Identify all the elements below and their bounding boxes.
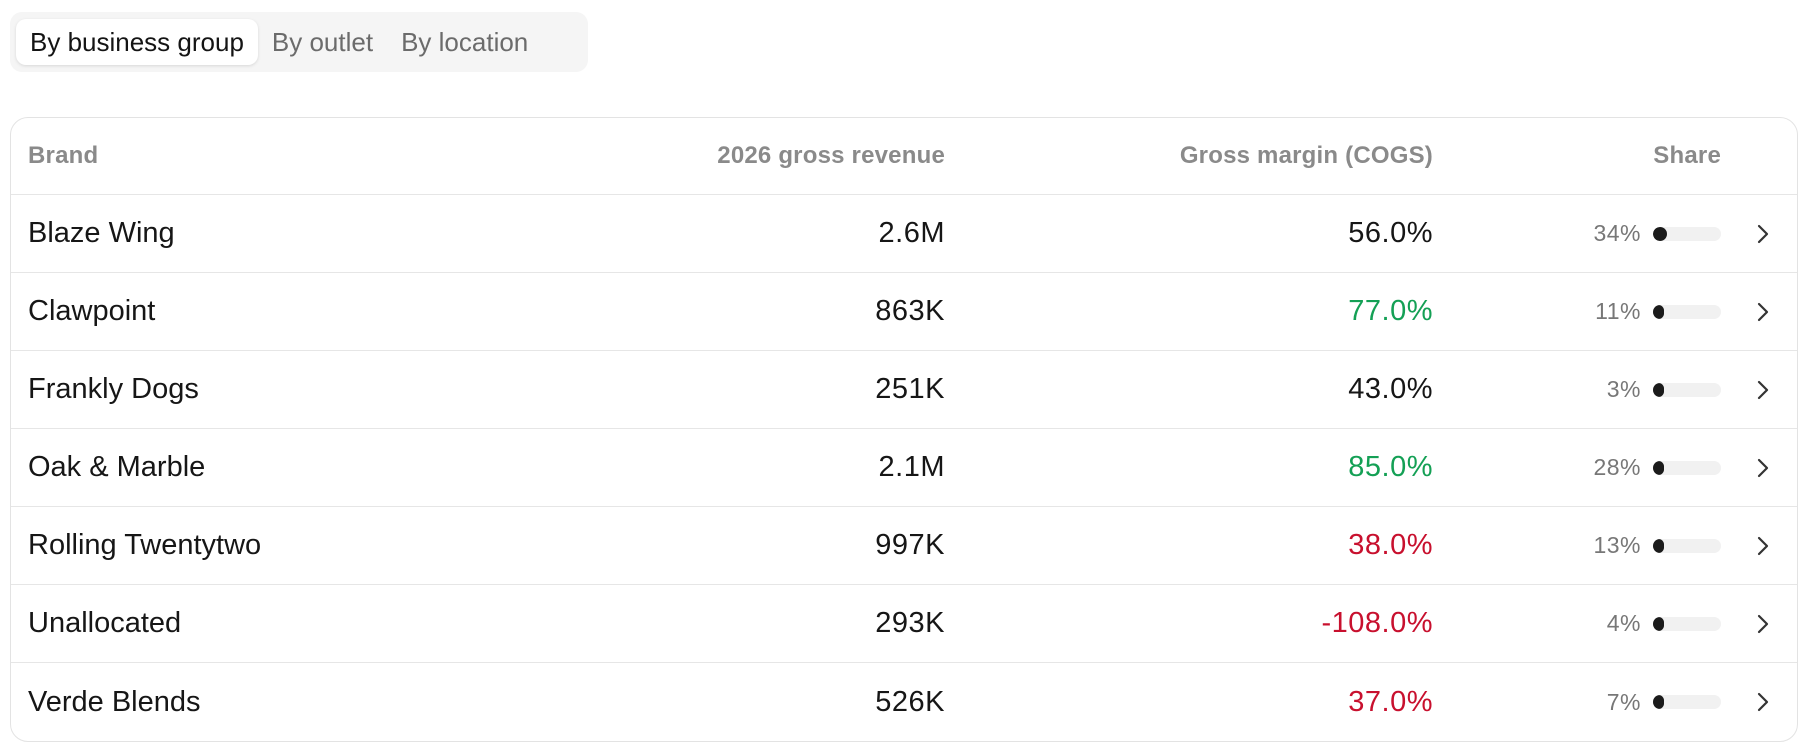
header-brand[interactable]: Brand	[28, 142, 99, 169]
share-bar	[1653, 226, 1721, 241]
gross-revenue: 863K	[875, 295, 945, 327]
gross-revenue: 251K	[875, 373, 945, 405]
header-revenue[interactable]: 2026 gross revenue	[717, 142, 945, 169]
share-bar-fill	[1653, 382, 1664, 397]
chevron-right-icon[interactable]	[1743, 507, 1783, 584]
tab-by-location[interactable]: By location	[401, 26, 529, 57]
gross-margin: 77.0%	[1348, 295, 1433, 327]
gross-margin: 43.0%	[1348, 373, 1433, 405]
share-percent: 34%	[1593, 220, 1641, 246]
brand-name: Rolling Twentytwo	[28, 529, 262, 561]
table-header: Brand 2026 gross revenue Gross margin (C…	[11, 118, 1797, 195]
share-cell: 13%	[1593, 507, 1721, 584]
brand-name: Clawpoint	[28, 295, 156, 327]
gross-margin: -108.0%	[1321, 607, 1433, 639]
share-bar-fill	[1653, 226, 1667, 241]
share-cell: 28%	[1593, 429, 1721, 506]
table-row[interactable]: Rolling Twentytwo 997K 38.0% 13%	[11, 507, 1797, 585]
table-row[interactable]: Blaze Wing 2.6M 56.0% 34%	[11, 195, 1797, 273]
share-bar-fill	[1653, 538, 1664, 553]
tab-by-business-group[interactable]: By business group	[16, 19, 258, 65]
share-cell: 4%	[1607, 585, 1721, 662]
share-bar-fill	[1653, 460, 1665, 475]
table-row[interactable]: Clawpoint 863K 77.0% 11%	[11, 273, 1797, 351]
table-row[interactable]: Frankly Dogs 251K 43.0% 3%	[11, 351, 1797, 429]
share-percent: 4%	[1606, 610, 1641, 636]
gross-margin: 37.0%	[1348, 685, 1433, 718]
share-bar-fill	[1653, 304, 1664, 319]
share-percent: 28%	[1593, 454, 1641, 480]
share-bar	[1653, 304, 1721, 319]
brand-name: Blaze Wing	[28, 217, 175, 249]
share-bar	[1653, 382, 1721, 397]
gross-revenue: 2.1M	[878, 451, 945, 483]
table-row[interactable]: Oak & Marble 2.1M 85.0% 28%	[11, 429, 1797, 507]
gross-margin: 85.0%	[1348, 451, 1433, 483]
share-bar	[1653, 538, 1721, 553]
chevron-right-icon[interactable]	[1743, 585, 1783, 662]
gross-revenue: 2.6M	[878, 217, 945, 249]
share-bar-fill	[1653, 695, 1664, 709]
share-bar	[1653, 616, 1721, 631]
view-tabs: By business group By outlet By location	[10, 12, 588, 72]
brand-table: Brand 2026 gross revenue Gross margin (C…	[10, 117, 1798, 742]
share-bar	[1653, 695, 1721, 709]
chevron-right-icon[interactable]	[1743, 195, 1783, 272]
share-cell: 7%	[1607, 663, 1721, 741]
header-margin[interactable]: Gross margin (COGS)	[1179, 142, 1433, 169]
table-row[interactable]: Unallocated 293K -108.0% 4%	[11, 585, 1797, 663]
share-cell: 34%	[1593, 195, 1721, 272]
brand-name: Unallocated	[28, 607, 182, 639]
table-row[interactable]: Verde Blends 526K 37.0% 7%	[11, 663, 1797, 741]
gross-revenue: 293K	[875, 607, 945, 639]
chevron-right-icon[interactable]	[1743, 663, 1783, 741]
gross-margin: 56.0%	[1348, 217, 1433, 249]
share-bar	[1653, 460, 1721, 475]
brand-name: Oak & Marble	[28, 451, 206, 483]
share-percent: 3%	[1606, 376, 1641, 402]
gross-revenue: 526K	[875, 685, 945, 718]
chevron-right-icon[interactable]	[1743, 351, 1783, 428]
table-body: Blaze Wing 2.6M 56.0% 34% Clawpoint 863K 77.0%…	[11, 195, 1797, 741]
share-cell: 11%	[1595, 273, 1721, 350]
chevron-right-icon[interactable]	[1743, 429, 1783, 506]
tab-by-outlet[interactable]: By outlet	[271, 26, 374, 57]
brand-name: Verde Blends	[28, 685, 201, 718]
share-percent: 7%	[1606, 688, 1641, 715]
share-cell: 3%	[1607, 351, 1721, 428]
header-share[interactable]: Share	[1653, 142, 1721, 169]
gross-margin: 38.0%	[1348, 529, 1433, 561]
share-percent: 11%	[1595, 298, 1641, 324]
brand-name: Frankly Dogs	[28, 373, 199, 405]
gross-revenue: 997K	[875, 529, 945, 561]
chevron-right-icon[interactable]	[1743, 273, 1783, 350]
share-bar-fill	[1653, 616, 1664, 631]
share-percent: 13%	[1593, 532, 1641, 558]
